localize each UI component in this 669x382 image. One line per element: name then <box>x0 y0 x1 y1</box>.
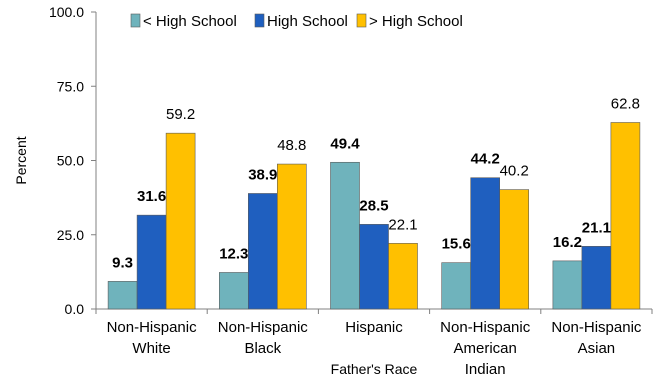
data-label: 48.8 <box>277 137 306 154</box>
data-label: 49.4 <box>330 135 360 152</box>
bar <box>499 189 530 310</box>
chart-legend: < High School High School > High School <box>130 13 463 30</box>
data-label: 44.2 <box>471 151 500 168</box>
data-label: 21.1 <box>582 219 611 236</box>
data-label: 15.6 <box>442 236 471 253</box>
bar <box>219 272 249 310</box>
bar <box>388 243 418 310</box>
data-label: 9.3 <box>112 254 133 271</box>
bar <box>165 132 196 310</box>
x-tick-label: Asian <box>578 340 616 357</box>
y-axis-title: Percent <box>13 136 29 184</box>
bar <box>136 214 167 310</box>
legend-label: High School <box>267 13 348 30</box>
data-label: 16.2 <box>553 234 582 251</box>
x-tick-label: Hispanic <box>345 319 403 336</box>
bar <box>276 163 307 310</box>
x-axis-title: Father's Race <box>331 361 418 377</box>
y-tick-label: 50.0 <box>57 153 84 169</box>
y-tick-label: 75.0 <box>57 78 84 94</box>
x-tick-label: White <box>132 340 170 357</box>
bar <box>248 193 278 310</box>
x-tick-label: Non-Hispanic <box>551 319 642 336</box>
data-label: 59.2 <box>166 106 195 123</box>
data-label: 22.1 <box>388 216 417 233</box>
data-label: 31.6 <box>137 188 166 205</box>
data-label: 38.9 <box>248 166 277 183</box>
bar <box>330 161 360 310</box>
bar <box>359 224 389 310</box>
legend-label: > High School <box>369 13 463 30</box>
bar <box>552 260 583 310</box>
data-label: 28.5 <box>359 197 388 214</box>
y-tick-label: 25.0 <box>57 227 84 243</box>
legend-swatch <box>356 13 367 28</box>
x-tick-label: Non-Hispanic <box>218 319 309 336</box>
x-tick-label: Non-Hispanic <box>440 319 531 336</box>
chart-data-labels: 9.3 12.3 49.4 15.6 16.2 31.6 38.9 28.5 44.2 21.1 5… <box>112 95 640 271</box>
y-tick-label: 0.0 <box>65 301 85 317</box>
legend-swatch <box>254 13 265 28</box>
chart-bars <box>107 122 641 310</box>
legend-swatch <box>130 13 141 28</box>
y-tick-label: 100.0 <box>49 4 84 20</box>
bar <box>470 177 501 310</box>
data-label: 62.8 <box>611 95 640 112</box>
x-tick-label: Non-Hispanic <box>107 319 198 336</box>
bar <box>441 262 472 310</box>
x-tick-label: Indian <box>465 361 506 378</box>
bar <box>610 122 641 310</box>
chart-axes: 0.0 25.0 50.0 75.0 100.0 Non-Hispanic White Non… <box>49 4 653 378</box>
data-label: 40.2 <box>500 163 529 180</box>
bar <box>107 281 138 310</box>
data-label: 12.3 <box>219 245 248 262</box>
legend-label: < High School <box>143 13 237 30</box>
x-tick-label: Black <box>244 340 281 357</box>
x-tick-label: American <box>454 340 517 357</box>
bar <box>581 246 612 310</box>
